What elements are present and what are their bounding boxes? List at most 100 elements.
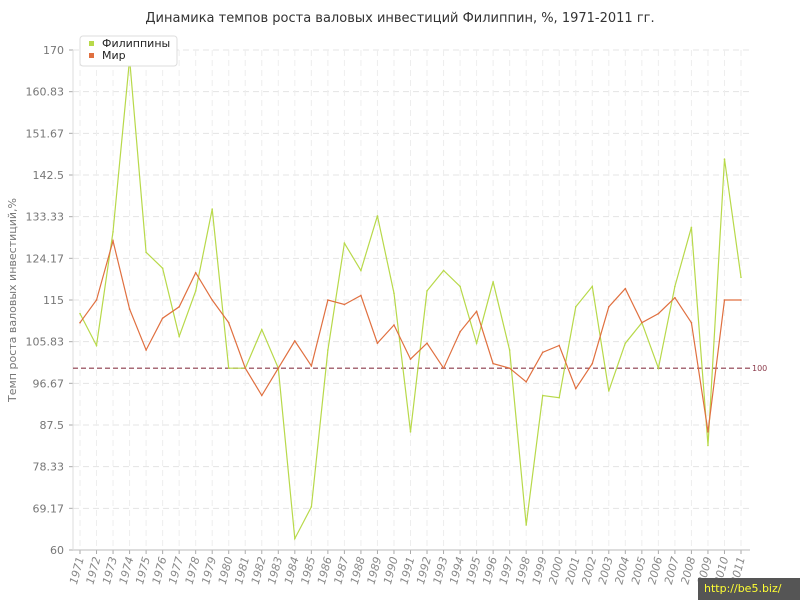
data-point (674, 296, 676, 299)
data-point (95, 344, 98, 347)
y-tick-label: 105.83 (26, 336, 65, 349)
data-point (79, 312, 81, 315)
y-tick-label: 142.5 (33, 169, 65, 182)
data-point (574, 387, 577, 390)
data-point (608, 390, 610, 392)
data-point (376, 342, 379, 344)
data-point (178, 306, 180, 308)
data-point (277, 367, 280, 369)
data-point (591, 285, 594, 288)
data-point (360, 269, 362, 272)
data-point (674, 285, 676, 288)
y-axis-ticks: 60 69.17 78.33 87.5 96.67 105.83 115 124.17 133.… (26, 44, 73, 557)
y-tick-label: 133.33 (26, 211, 65, 224)
data-point (426, 290, 428, 292)
watermark-link[interactable]: http://be5.biz/ (698, 578, 800, 600)
data-point (161, 317, 164, 319)
data-point (442, 367, 445, 369)
data-point (244, 367, 247, 369)
data-point (723, 158, 726, 160)
data-point (558, 344, 561, 347)
data-point (194, 271, 197, 274)
y-tick-label: 170 (43, 44, 64, 57)
data-point (393, 324, 395, 326)
data-point (558, 396, 561, 399)
data-point (145, 349, 147, 351)
data-point (475, 342, 478, 344)
data-point (525, 524, 527, 526)
data-point (459, 285, 461, 288)
data-point (690, 226, 693, 229)
data-point (740, 299, 742, 301)
data-point (426, 342, 428, 344)
reference-line-group: 100 (73, 364, 767, 373)
data-point (723, 299, 726, 301)
data-point (327, 349, 329, 351)
data-point (310, 506, 313, 508)
data-point (690, 321, 693, 324)
reference-line-label: 100 (752, 364, 767, 373)
y-tick-label: 96.67 (33, 377, 65, 390)
data-point (641, 321, 643, 324)
data-point (393, 292, 395, 294)
legend-label-world: Мир (102, 49, 126, 62)
data-point (161, 267, 164, 269)
data-point (310, 365, 313, 367)
y-tick-label: 124.17 (26, 252, 65, 265)
data-point (211, 208, 213, 210)
data-point (707, 431, 709, 433)
y-tick-label: 151.67 (26, 127, 65, 140)
data-point (624, 342, 627, 344)
data-point (574, 306, 577, 308)
y-tick-label: 69.17 (33, 502, 65, 515)
legend-marker-philippines (89, 41, 94, 46)
y-axis-label: Темп роста валовых инвестиций,% (6, 198, 19, 403)
data-point (508, 349, 511, 351)
data-point (624, 287, 627, 290)
data-point (657, 312, 660, 315)
data-point (260, 328, 263, 331)
data-point (459, 331, 461, 333)
data-point (492, 362, 494, 365)
data-point (360, 294, 362, 297)
series-lines (79, 58, 742, 541)
data-point (227, 321, 230, 324)
data-point (294, 537, 296, 540)
data-point (608, 306, 610, 308)
chart-title: Динамика темпов роста валовых инвестиций… (145, 11, 654, 26)
data-point (95, 299, 98, 301)
grid (73, 49, 750, 551)
y-tick-label: 60 (50, 544, 64, 557)
data-point (541, 351, 544, 354)
data-point (508, 367, 511, 369)
data-point (260, 394, 263, 397)
legend-box (79, 35, 178, 67)
data-point (178, 335, 180, 338)
data-point (475, 310, 478, 313)
data-point (409, 358, 412, 360)
data-point (211, 299, 213, 301)
y-tick-label: 87.5 (40, 419, 65, 432)
data-point (591, 362, 594, 365)
data-point (541, 394, 544, 397)
data-point (442, 269, 445, 272)
data-point (376, 215, 379, 217)
legend-label-philippines: Филиппины (102, 37, 170, 50)
data-point (740, 276, 742, 279)
y-tick-label: 78.33 (33, 461, 65, 474)
data-point (525, 381, 527, 383)
data-point (145, 251, 147, 254)
data-point (657, 367, 660, 369)
data-point (343, 242, 346, 244)
data-point (327, 299, 329, 301)
data-point (194, 290, 197, 292)
y-tick-label: 115 (43, 294, 64, 307)
data-point (294, 340, 296, 342)
data-point (409, 431, 412, 433)
data-point (227, 367, 230, 369)
x-axis-ticks: 1971197219731974197519761977197819791980… (67, 550, 748, 586)
y-tick-label: 160.83 (26, 86, 65, 99)
data-point (707, 444, 709, 447)
legend-marker-world (89, 53, 94, 58)
